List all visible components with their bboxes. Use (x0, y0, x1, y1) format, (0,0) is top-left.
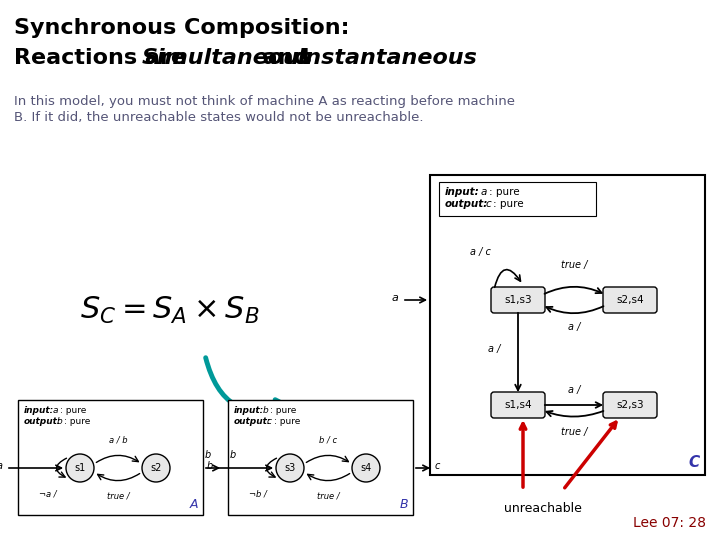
FancyBboxPatch shape (18, 400, 203, 515)
Text: s3: s3 (284, 463, 296, 473)
Text: and: and (255, 48, 318, 68)
Text: output:: output: (24, 417, 61, 426)
FancyArrowPatch shape (206, 357, 289, 421)
Text: c: c (486, 199, 492, 209)
Text: a /: a / (487, 344, 500, 354)
Text: a / b: a / b (109, 435, 127, 444)
Text: b: b (57, 417, 63, 426)
Text: B: B (400, 498, 408, 511)
Text: output:: output: (445, 199, 488, 209)
Text: s4: s4 (361, 463, 372, 473)
Text: input:: input: (24, 406, 54, 415)
Text: : pure: : pure (64, 417, 91, 426)
Text: true /: true / (107, 491, 130, 501)
FancyBboxPatch shape (439, 182, 596, 216)
Circle shape (142, 454, 170, 482)
Text: In this model, you must not think of machine A as reacting before machine: In this model, you must not think of mac… (14, 95, 515, 108)
Text: : pure: : pure (274, 417, 300, 426)
Text: true /: true / (561, 260, 588, 270)
Text: : pure: : pure (270, 406, 297, 415)
Text: s1: s1 (74, 463, 86, 473)
Text: Reactions are: Reactions are (14, 48, 194, 68)
Text: Simultaneous: Simultaneous (142, 48, 313, 68)
Text: b: b (263, 406, 269, 415)
FancyBboxPatch shape (603, 392, 657, 418)
Text: s2,s4: s2,s4 (616, 295, 644, 305)
Text: s2,s3: s2,s3 (616, 400, 644, 410)
Text: unreachable: unreachable (504, 502, 582, 515)
Text: s1,s4: s1,s4 (504, 400, 532, 410)
Text: a /: a / (568, 322, 580, 332)
Text: a: a (53, 406, 58, 415)
Text: : pure: : pure (493, 199, 523, 209)
Circle shape (66, 454, 94, 482)
Text: s2: s2 (150, 463, 162, 473)
Text: : pure: : pure (60, 406, 86, 415)
Text: a: a (0, 461, 3, 471)
FancyBboxPatch shape (491, 287, 545, 313)
Text: b: b (230, 450, 236, 460)
Text: output:: output: (234, 417, 271, 426)
Text: input:: input: (234, 406, 264, 415)
Text: A: A (189, 498, 198, 511)
FancyBboxPatch shape (430, 175, 705, 475)
Text: true /: true / (317, 491, 339, 501)
Text: : pure: : pure (489, 187, 520, 197)
Text: ¬b /: ¬b / (249, 489, 267, 498)
FancyBboxPatch shape (228, 400, 413, 515)
Text: Lee 07: 28: Lee 07: 28 (633, 516, 706, 530)
Text: b: b (207, 461, 213, 471)
Text: true /: true / (561, 427, 588, 437)
Text: Instantaneous: Instantaneous (298, 48, 478, 68)
Text: $S_C = S_A \times S_B$: $S_C = S_A \times S_B$ (80, 294, 260, 326)
FancyBboxPatch shape (603, 287, 657, 313)
Text: a: a (391, 293, 398, 303)
Text: b: b (205, 450, 211, 460)
Text: ¬a /: ¬a / (39, 489, 57, 498)
Text: a /: a / (568, 385, 580, 395)
Text: B. If it did, the unreachable states would not be unreachable.: B. If it did, the unreachable states wou… (14, 111, 423, 124)
Text: a: a (481, 187, 487, 197)
Text: Synchronous Composition:: Synchronous Composition: (14, 18, 349, 38)
Text: c: c (435, 461, 441, 471)
Circle shape (276, 454, 304, 482)
Text: a / c: a / c (469, 247, 490, 257)
Text: C: C (689, 455, 700, 470)
Circle shape (352, 454, 380, 482)
FancyBboxPatch shape (491, 392, 545, 418)
Text: b / c: b / c (319, 435, 337, 444)
Text: s1,s3: s1,s3 (504, 295, 532, 305)
Text: c: c (267, 417, 272, 426)
Text: input:: input: (445, 187, 480, 197)
